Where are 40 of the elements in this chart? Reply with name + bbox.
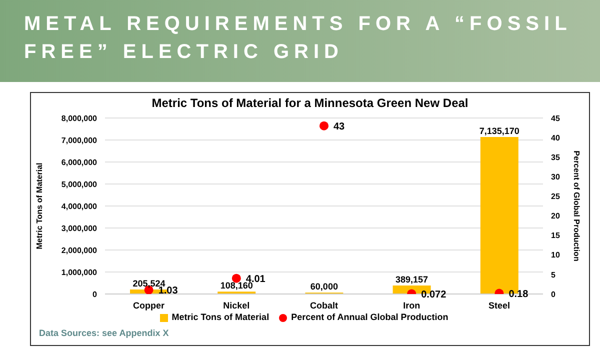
y-axis-title: Metric Tons of Material bbox=[34, 162, 44, 250]
y2-tick-label: 20 bbox=[551, 212, 560, 221]
y-tick-label: 8,000,000 bbox=[61, 114, 98, 123]
y-tick-label: 2,000,000 bbox=[61, 246, 98, 255]
data-label: 0.072 bbox=[421, 289, 447, 300]
point bbox=[320, 121, 328, 130]
y2-tick-label: 30 bbox=[551, 172, 560, 182]
y-tick-label: 7,000,000 bbox=[61, 136, 98, 145]
y2-axis-title: Percent of Global Production bbox=[572, 150, 582, 262]
legend-label: Metric Tons of Material bbox=[172, 312, 270, 322]
y2-tick-label: 15 bbox=[551, 231, 560, 240]
x-tick-label: Nickel bbox=[223, 300, 250, 310]
y-tick-label: 6,000,000 bbox=[61, 158, 98, 167]
y-tick-label: 3,000,000 bbox=[61, 224, 98, 233]
data-label: 60,000 bbox=[310, 282, 338, 292]
x-tick-label: Copper bbox=[133, 300, 166, 310]
y2-tick-label: 40 bbox=[551, 133, 560, 142]
x-tick-label: Iron bbox=[403, 300, 420, 310]
y-tick-label: 5,000,000 bbox=[61, 180, 98, 189]
data-label: 43 bbox=[334, 121, 346, 132]
y2-tick-label: 0 bbox=[551, 290, 556, 299]
text: Data Sources: see Appendix X bbox=[39, 328, 170, 338]
y-tick-label: 0 bbox=[92, 290, 98, 299]
data-label: 205,524 bbox=[132, 278, 166, 288]
chart-title: METAL REQUIREMENTS FOR A “FOSSIL FREE” ELECTRIC GRID bbox=[0, 0, 600, 82]
chart-subtitle: Metric Tons of Material for a Minnesota Green New Deal bbox=[150, 96, 470, 110]
data-label: 0.18 bbox=[508, 288, 529, 300]
data-label: 1.03 bbox=[158, 286, 178, 297]
y2-tick-label: 35 bbox=[551, 152, 560, 162]
y-tick-label: 1,000,000 bbox=[61, 268, 98, 277]
data-label: 389,157 bbox=[396, 274, 428, 284]
x-tick-label: Steel bbox=[488, 300, 510, 310]
y-tick-label: 4,000,000 bbox=[61, 202, 98, 211]
y2-tick-label: 5 bbox=[551, 270, 556, 280]
x-tick-label: Cobalt bbox=[310, 300, 338, 310]
data-label: 7,135,170 bbox=[479, 126, 520, 136]
y2-tick-label: 10 bbox=[551, 250, 560, 260]
y2-tick-label: 45 bbox=[551, 114, 560, 123]
legend-label: Percent of Annual Global Production bbox=[291, 312, 448, 322]
y2-tick-label: 25 bbox=[551, 192, 560, 202]
